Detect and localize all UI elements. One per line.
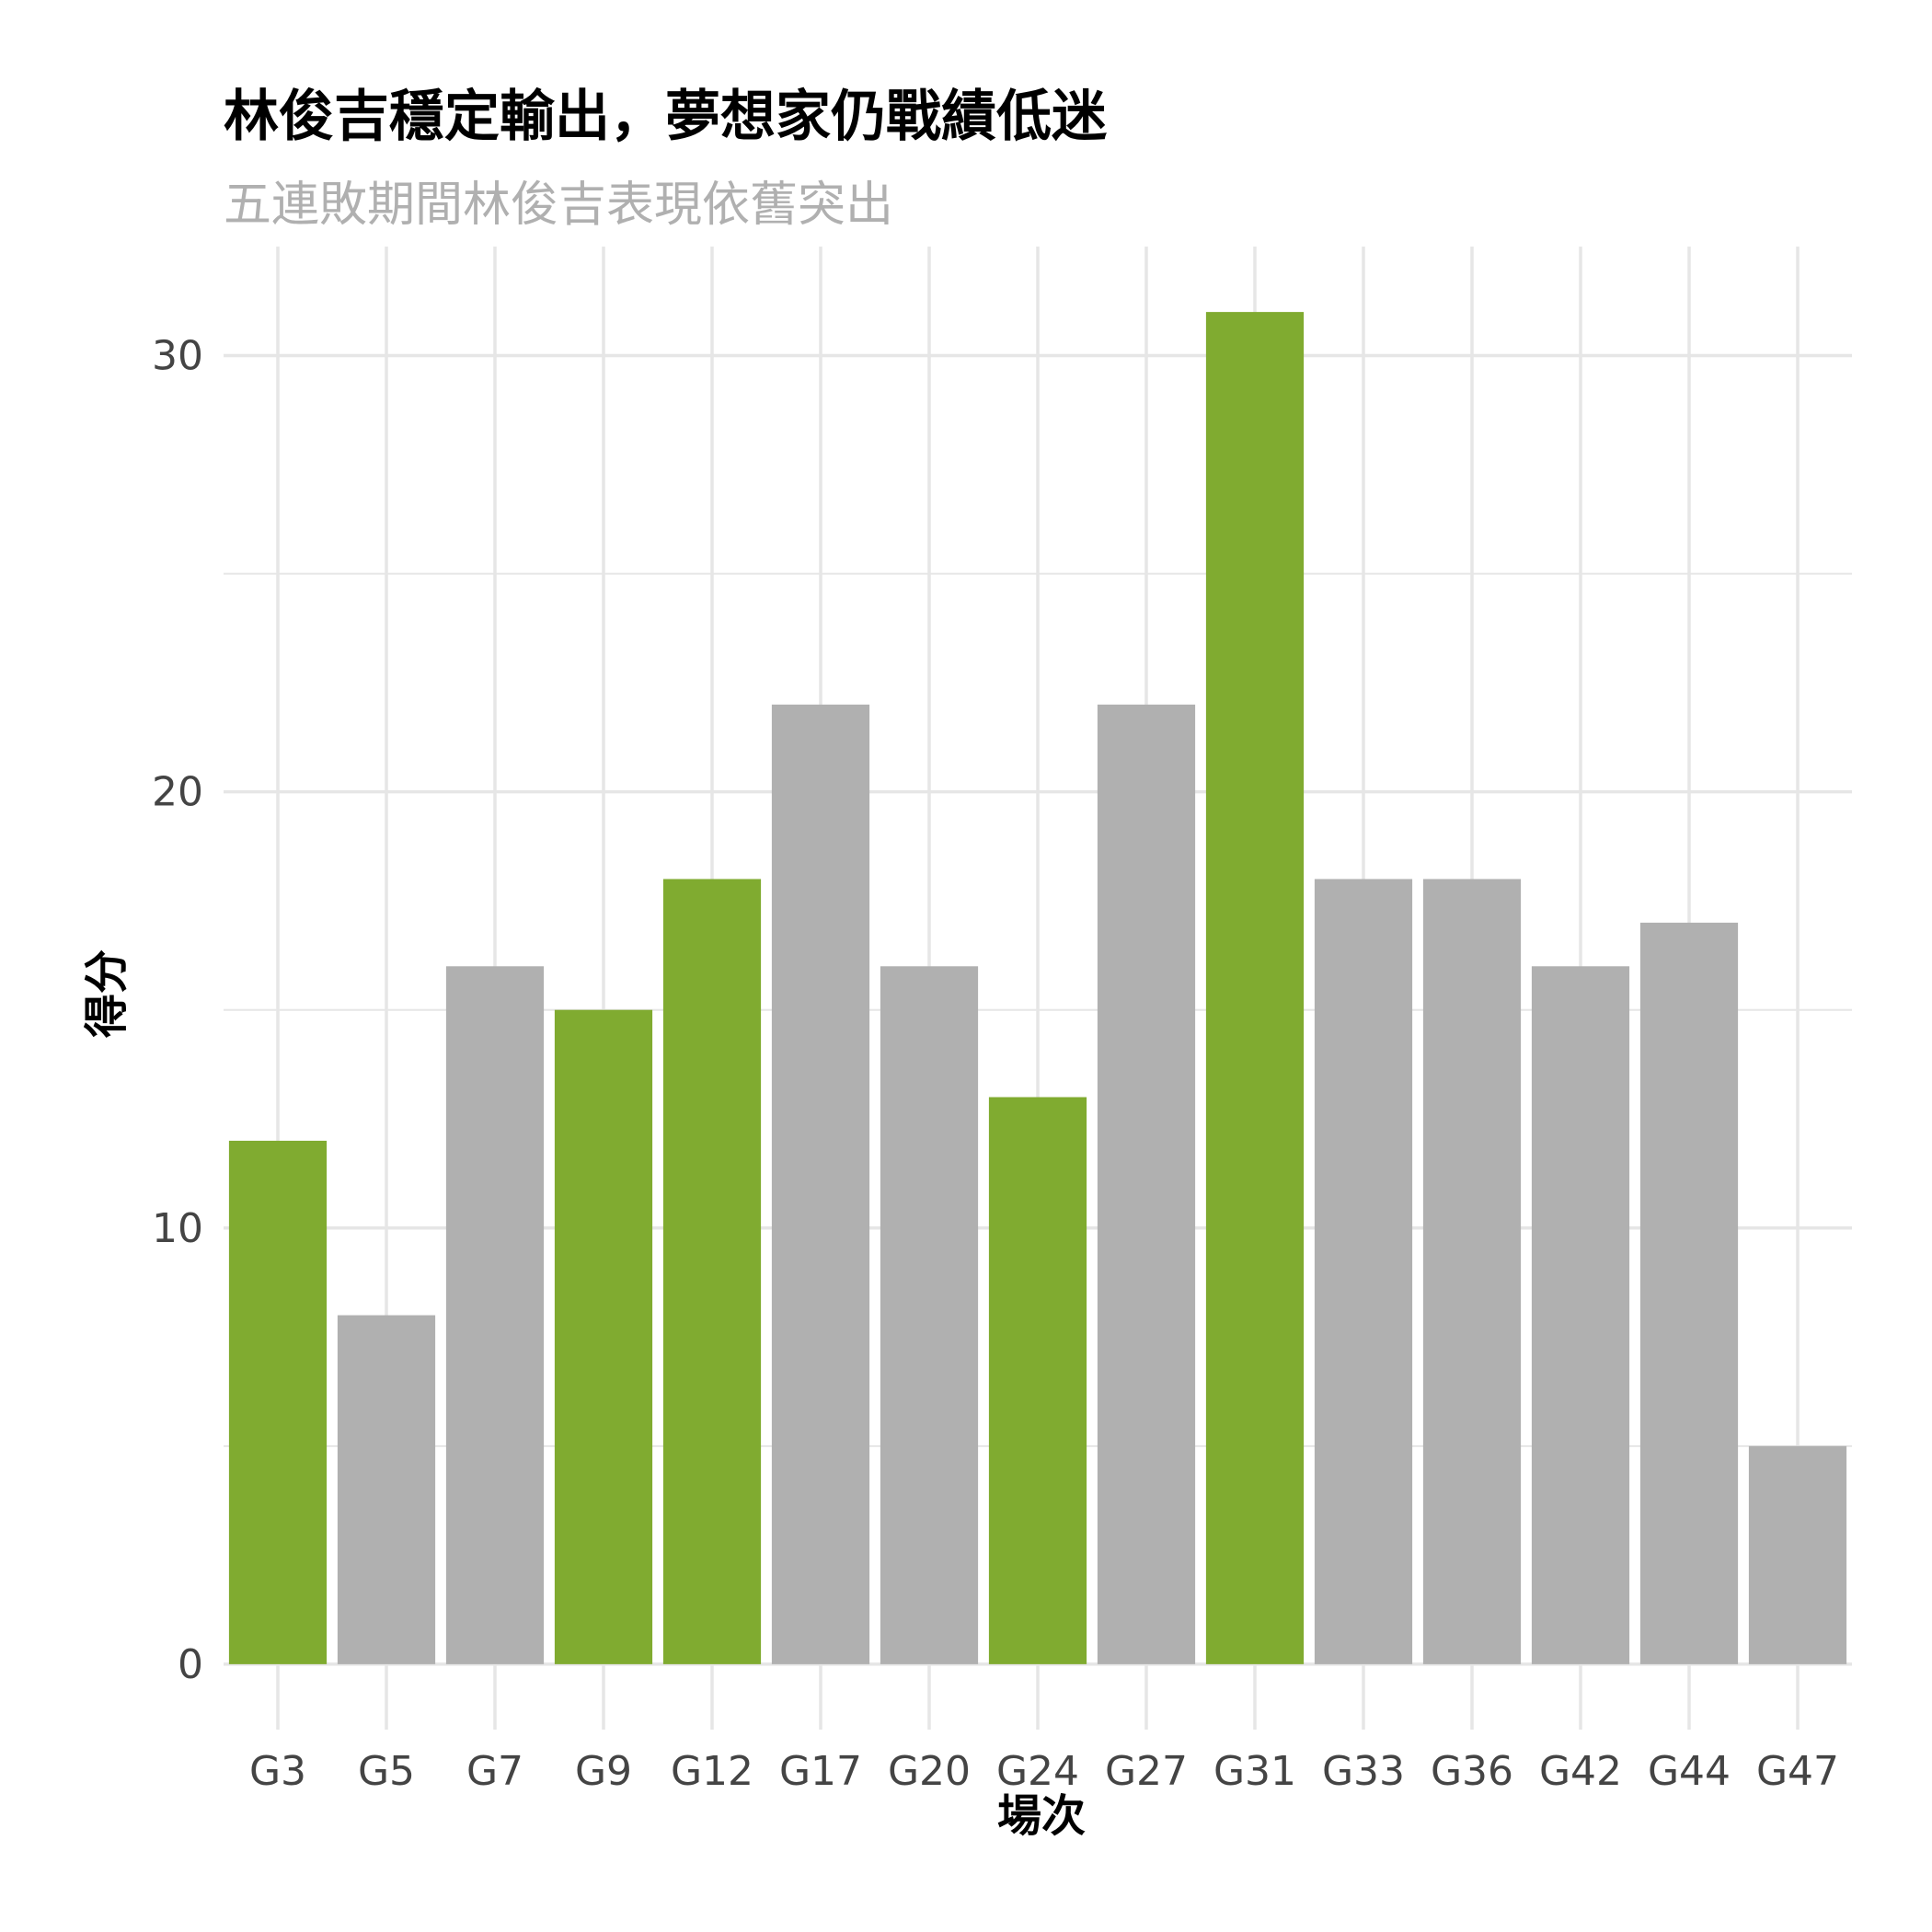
y-tick-label: 30 bbox=[152, 333, 203, 380]
x-tick-label: G3 bbox=[249, 1748, 306, 1795]
x-tick-label: G17 bbox=[779, 1748, 862, 1795]
chart-title: 林俊吉穩定輸出，夢想家仍戰績低迷 bbox=[224, 85, 1107, 149]
y-axis-title: 得分 bbox=[81, 949, 132, 1038]
y-tick-label: 20 bbox=[152, 769, 203, 816]
x-tick-label: G20 bbox=[888, 1748, 971, 1795]
x-axis-ticks: G3 G5 G7 G9 G12 G17 G20 G24 G27 G31 G33 G36 G42 G44 G4… bbox=[249, 1748, 1839, 1795]
x-tick-label: G12 bbox=[671, 1748, 753, 1795]
bar-G7 bbox=[445, 966, 545, 1664]
x-tick-label: G42 bbox=[1539, 1748, 1622, 1795]
bar-G47 bbox=[1748, 1445, 1847, 1664]
bar-G44 bbox=[1639, 922, 1739, 1664]
x-tick-label: G27 bbox=[1105, 1748, 1188, 1795]
bar-G36 bbox=[1422, 879, 1522, 1664]
x-tick-label: G31 bbox=[1213, 1748, 1296, 1795]
chart-subtitle: 五連敗期間林俊吉表現依舊突出 bbox=[224, 178, 894, 233]
x-tick-label: G5 bbox=[358, 1748, 415, 1795]
bar-G24 bbox=[988, 1097, 1087, 1664]
bar-G5 bbox=[337, 1315, 436, 1664]
x-axis-title: 場次 bbox=[997, 1790, 1086, 1842]
bar-G42 bbox=[1531, 966, 1630, 1664]
bar-G3 bbox=[228, 1140, 328, 1664]
bar-G12 bbox=[662, 879, 762, 1664]
x-tick-label: G36 bbox=[1431, 1748, 1513, 1795]
x-tick-label: G7 bbox=[466, 1748, 523, 1795]
x-tick-label: G33 bbox=[1322, 1748, 1405, 1795]
y-tick-label: 0 bbox=[178, 1641, 203, 1688]
x-tick-label: G44 bbox=[1648, 1748, 1731, 1795]
y-axis-ticks: 0 10 20 30 bbox=[152, 333, 203, 1688]
x-tick-label: G24 bbox=[996, 1748, 1079, 1795]
bar-G31 bbox=[1205, 312, 1305, 1664]
bar-G17 bbox=[771, 704, 870, 1664]
bars bbox=[228, 312, 1847, 1664]
y-tick-label: 10 bbox=[152, 1205, 203, 1252]
bar-G33 bbox=[1314, 879, 1413, 1664]
x-tick-label: G9 bbox=[575, 1748, 632, 1795]
bar-G27 bbox=[1097, 704, 1196, 1664]
bar-G9 bbox=[554, 1009, 653, 1664]
x-tick-label: G47 bbox=[1756, 1748, 1839, 1795]
bar-G20 bbox=[880, 966, 979, 1664]
